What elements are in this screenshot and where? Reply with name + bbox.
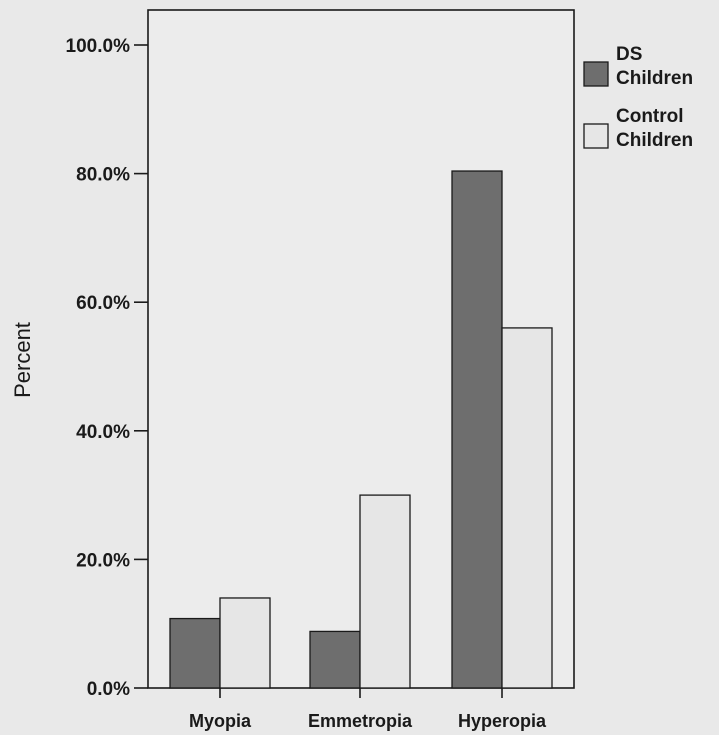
y-tick-label: 60.0% bbox=[76, 293, 130, 314]
legend-swatch bbox=[583, 61, 609, 87]
y-tick-label: 40.0% bbox=[76, 422, 130, 443]
x-tick-label: Hyperopia bbox=[458, 711, 547, 731]
x-tick-label: Emmetropia bbox=[308, 711, 413, 731]
bar-hyperopia-control bbox=[501, 327, 553, 689]
bar-myopia-control bbox=[219, 597, 271, 689]
x-tick-label: Myopia bbox=[189, 711, 252, 731]
plot-area bbox=[147, 9, 575, 689]
y-axis: 0.0% 20.0% 40.0% 60.0% 80.0% 100.0% bbox=[66, 36, 148, 700]
legend-label: Children bbox=[616, 130, 693, 151]
bar-emmetropia-ds bbox=[309, 630, 361, 689]
y-tick-label: 0.0% bbox=[87, 679, 130, 700]
y-tick-label: 100.0% bbox=[66, 36, 131, 57]
legend-label: Control bbox=[616, 106, 684, 127]
y-axis-title: Percent bbox=[10, 322, 35, 398]
bar-hyperopia-ds bbox=[451, 170, 503, 689]
y-tick-label: 80.0% bbox=[76, 165, 130, 186]
bar-emmetropia-control bbox=[359, 494, 411, 689]
legend-label: Children bbox=[616, 68, 693, 89]
x-axis: Myopia Emmetropia Hyperopia bbox=[189, 688, 547, 731]
legend: DS Children Control Children bbox=[583, 44, 693, 151]
y-tick-label: 20.0% bbox=[76, 550, 130, 571]
legend-label: DS bbox=[616, 44, 642, 65]
bar-myopia-ds bbox=[169, 617, 221, 689]
legend-swatch bbox=[583, 123, 609, 149]
